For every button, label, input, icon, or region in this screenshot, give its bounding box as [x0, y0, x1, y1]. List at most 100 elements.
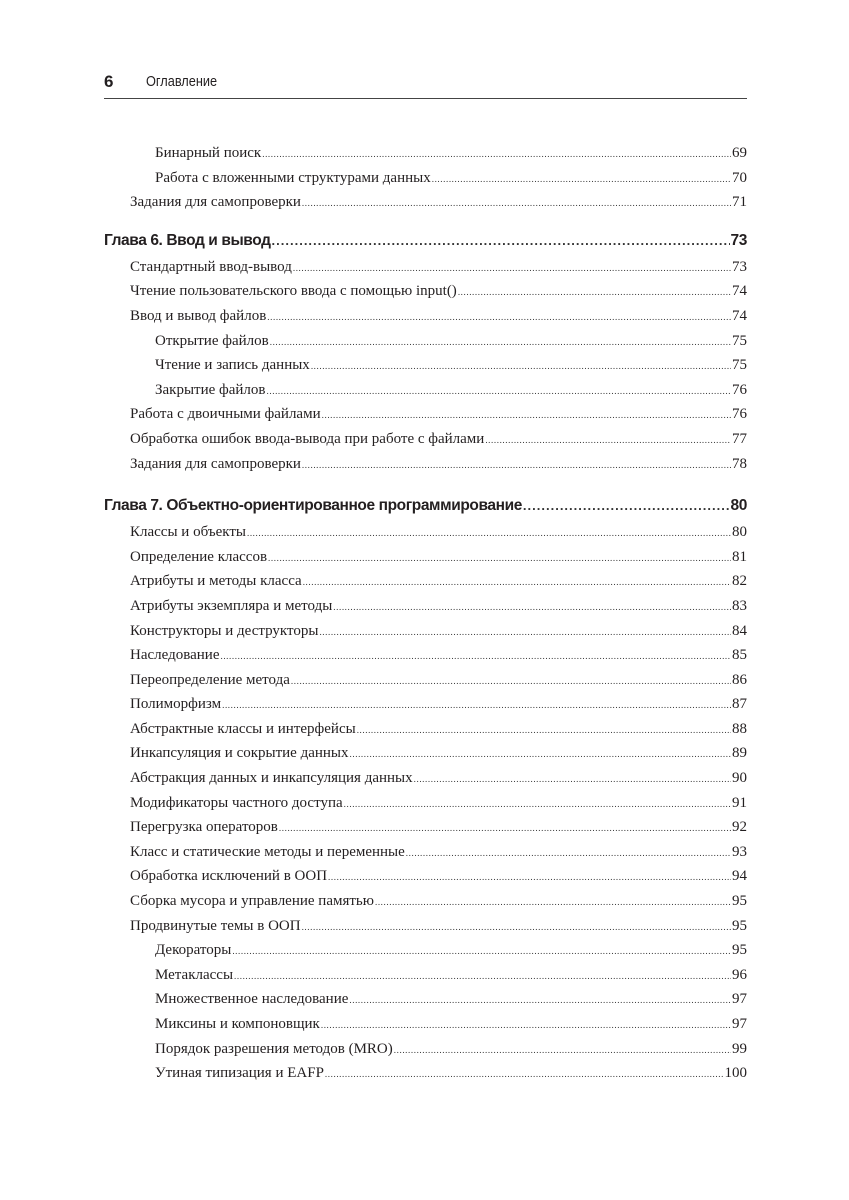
- dot-leader: [302, 453, 731, 478]
- dot-leader: [333, 595, 731, 620]
- toc-entry-page: 90: [732, 770, 747, 787]
- toc-entry: Миксины и компоновщик 97: [104, 1012, 747, 1037]
- dot-leader: [321, 1013, 731, 1038]
- toc-entry-title: Задания для самопроверки: [130, 455, 301, 472]
- toc-entry-page: 74: [732, 307, 747, 324]
- dot-leader: [523, 492, 730, 520]
- dot-leader: [350, 742, 731, 767]
- toc-entry-page: 82: [732, 573, 747, 590]
- dot-leader: [319, 620, 731, 645]
- toc-entry-title: Декораторы: [155, 942, 232, 959]
- toc-entry-title: Глава 6. Ввод и вывод: [104, 231, 271, 249]
- dot-leader: [291, 669, 731, 694]
- dot-leader: [375, 890, 731, 915]
- toc-entry-title: Абстракция данных и инкапсуляция данных: [130, 770, 413, 787]
- toc-entry-page: 78: [732, 455, 747, 472]
- toc-entry-page: 84: [732, 622, 747, 639]
- toc-entry-title: Множественное наследование: [155, 991, 349, 1008]
- toc-entry-title: Бинарный поиск: [155, 145, 262, 161]
- dot-leader: [406, 841, 731, 866]
- dot-leader: [272, 227, 730, 255]
- toc-entry: Открытие файлов 75: [104, 329, 747, 354]
- toc-entry-page: 97: [732, 1016, 747, 1032]
- toc-entry-page: 86: [732, 671, 747, 688]
- toc-entry-page: 95: [732, 893, 747, 910]
- toc-entry: Продвинутые темы в ООП 95: [104, 914, 747, 939]
- toc-entry-title: Классы и объекты: [130, 524, 246, 541]
- toc-entry-title: Задания для самопроверки: [130, 194, 301, 211]
- dot-leader: [325, 1062, 724, 1087]
- toc-entry: Порядок разрешения методов (MRO) 99: [104, 1037, 747, 1062]
- toc-entry: Сборка мусора и управление памятью 95: [104, 889, 747, 914]
- dot-leader: [311, 354, 731, 379]
- toc-entry-title: Сборка мусора и управление памятью: [130, 893, 374, 910]
- running-header: 6 Оглавление: [104, 70, 747, 99]
- toc-entry-title: Открытие файлов: [155, 332, 269, 349]
- dot-leader: [293, 256, 731, 281]
- dot-leader: [267, 305, 731, 330]
- dot-leader: [349, 988, 731, 1013]
- dot-leader: [303, 570, 731, 595]
- toc-entry: Классы и объекты 80: [104, 520, 747, 545]
- toc-entry: Атрибуты экземпляра и методы 83: [104, 594, 747, 619]
- dot-leader: [322, 403, 731, 428]
- toc-entry: Обработка исключений в ООП 94: [104, 864, 747, 889]
- toc-entry-title: Конструкторы и деструкторы: [130, 622, 319, 639]
- dot-leader: [262, 142, 731, 167]
- toc-entry-title: Миксины и компоновщик: [155, 1016, 320, 1032]
- toc-entry: Декораторы 95: [104, 938, 747, 963]
- toc-entry-title: Класс и статические методы и переменные: [130, 843, 405, 860]
- toc-entry: Инкапсуляция и сокрытие данных 89: [104, 741, 747, 766]
- toc-entry-title: Продвинутые темы в ООП: [130, 917, 301, 934]
- toc-entry-page: 93: [732, 843, 747, 860]
- toc-entry: Бинарный поиск 69: [104, 141, 747, 166]
- toc-entry-page: 73: [732, 258, 747, 275]
- toc-entry: Множественное наследование 97: [104, 987, 747, 1012]
- toc-entry: Задания для самопроверки 78: [104, 452, 747, 477]
- toc-entry-title: Переопределение метода: [130, 671, 290, 688]
- toc-entry: Утиная типизация и EAFP 100: [104, 1061, 747, 1086]
- dot-leader: [220, 644, 731, 669]
- toc-entry-page: 88: [732, 720, 747, 737]
- toc-entry-title: Стандартный ввод-вывод: [130, 258, 292, 275]
- page-number: 6: [104, 72, 114, 91]
- toc-entry: Определение классов 81: [104, 545, 747, 570]
- dot-leader: [270, 330, 731, 355]
- toc-entry-page: 81: [732, 548, 747, 565]
- toc-entry-page: 97: [732, 991, 747, 1008]
- toc-entry-page: 95: [732, 917, 747, 934]
- dot-leader: [267, 379, 731, 404]
- toc-entry-title: Работа с двоичными файлами: [130, 406, 321, 423]
- toc-entry-title: Атрибуты экземпляра и методы: [130, 597, 333, 614]
- toc-entry-page: 95: [732, 942, 747, 959]
- toc-entry: Задания для самопроверки 71: [104, 190, 747, 215]
- dot-leader: [247, 521, 731, 546]
- toc-entry-page: 70: [732, 169, 747, 186]
- toc-entry-page: 80: [730, 497, 748, 515]
- toc-entry: Работа с вложенными структурами данных 70: [104, 166, 747, 191]
- toc-entry: Полиморфизм 87: [104, 692, 747, 717]
- toc-entry-page: 96: [732, 966, 747, 983]
- toc-entry-title: Метаклассы: [155, 966, 234, 983]
- toc-entry-title: Работа с вложенными структурами данных: [155, 169, 431, 186]
- toc-entry: Класс и статические методы и переменные 9…: [104, 840, 747, 865]
- toc-entry-title: Атрибуты и методы класса: [130, 573, 302, 590]
- dot-leader: [414, 767, 731, 792]
- toc-entry: Чтение и запись данных 75: [104, 353, 747, 378]
- toc-entry-title: Перегрузка операторов: [130, 819, 278, 836]
- toc-entry: Модификаторы частного доступа 91: [104, 791, 747, 816]
- toc-entry-title: Обработка исключений в ООП: [130, 868, 328, 885]
- toc-entry-page: 100: [724, 1065, 748, 1082]
- toc-entry-title: Инкапсуляция и сокрытие данных: [130, 745, 349, 762]
- toc-entry: Абстрактные классы и интерфейсы 88: [104, 717, 747, 742]
- dot-leader: [344, 792, 731, 817]
- toc-entry: Ввод и вывод файлов 74: [104, 304, 747, 329]
- toc-entry-title: Полиморфизм: [130, 696, 222, 713]
- dot-leader: [357, 718, 731, 743]
- toc-entry-page: 87: [732, 696, 747, 713]
- toc-entry-title: Утиная типизация и EAFP: [155, 1065, 324, 1082]
- toc-entry-page: 80: [732, 524, 747, 541]
- table-of-contents: Бинарный поиск 69 Работа с вложенными стру…: [104, 141, 747, 1086]
- toc-entry-title: Определение классов: [130, 548, 268, 565]
- toc-entry-page: 69: [732, 145, 747, 161]
